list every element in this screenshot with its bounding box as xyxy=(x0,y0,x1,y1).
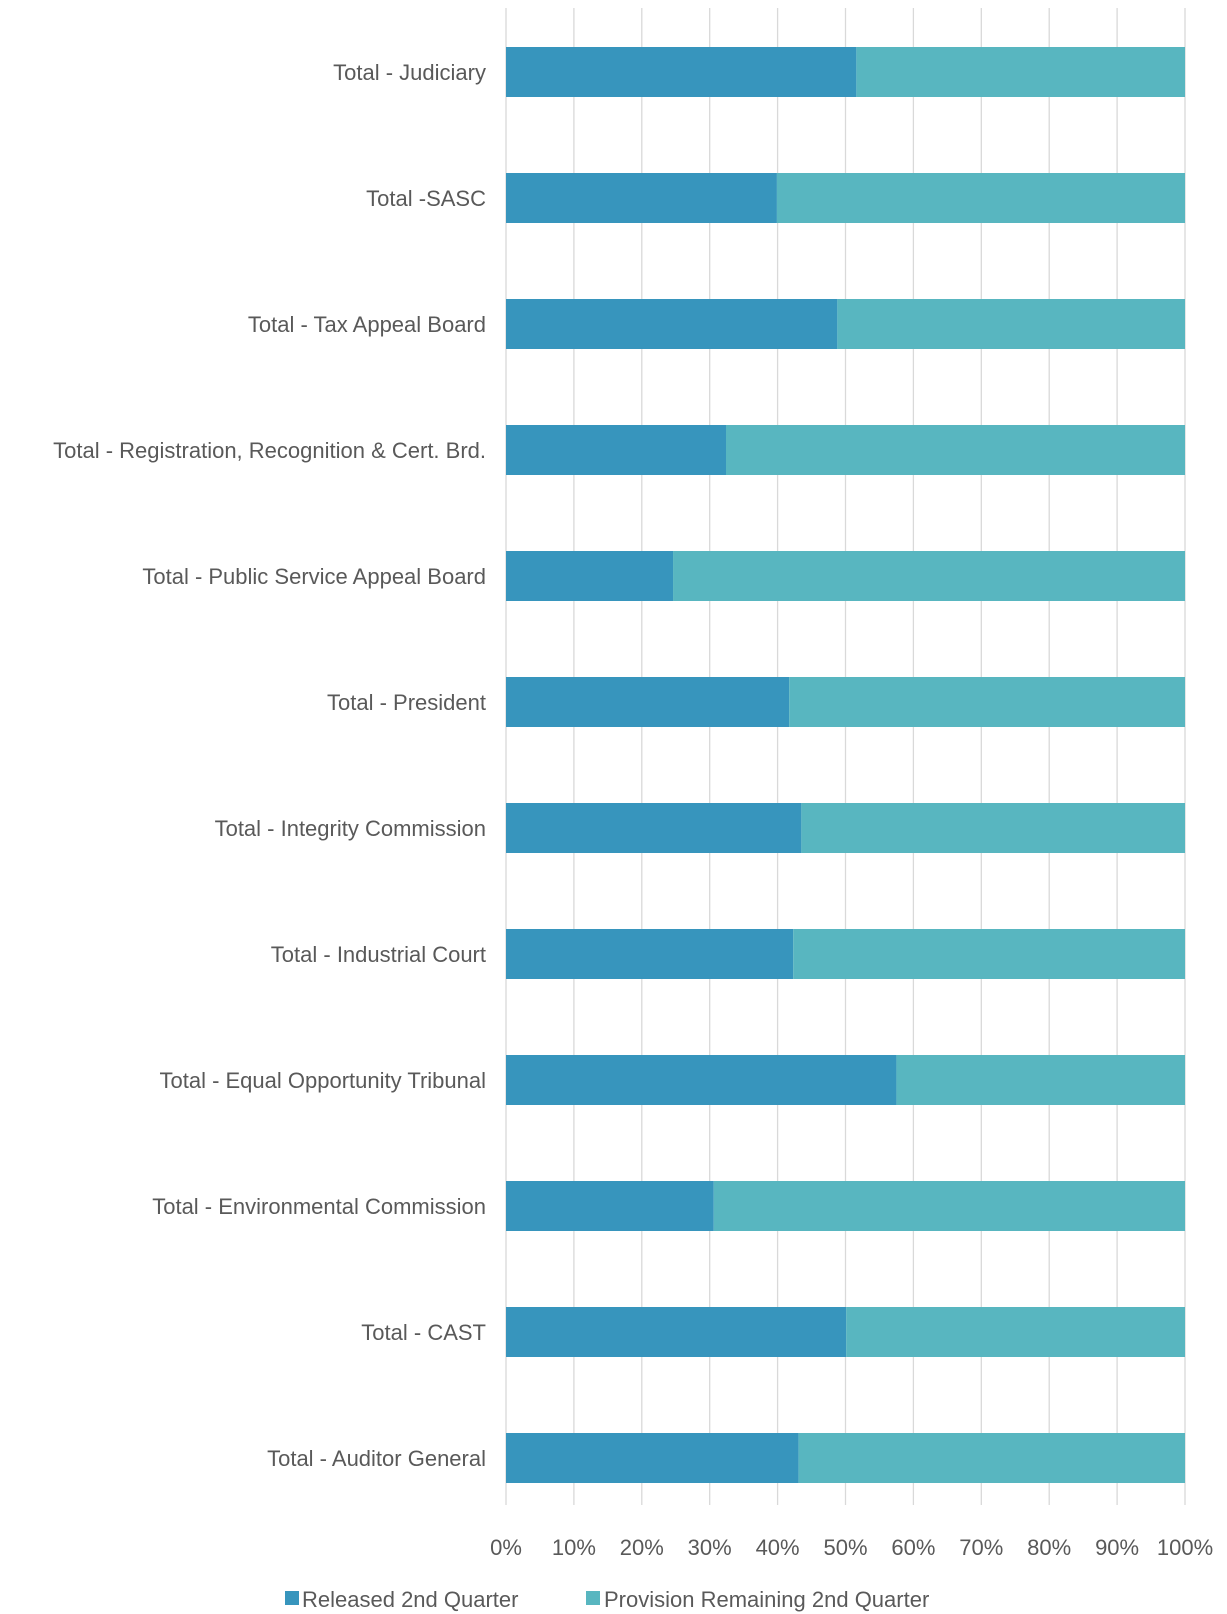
category-label: Total - CAST xyxy=(361,1320,486,1345)
category-label: Total - Environmental Commission xyxy=(152,1194,486,1219)
bar-released xyxy=(506,1055,897,1105)
category-label: Total - Industrial Court xyxy=(271,942,486,967)
category-label: Total - Equal Opportunity Tribunal xyxy=(159,1068,486,1093)
bar-provision-remaining xyxy=(896,1055,1185,1105)
category-label: Total - Tax Appeal Board xyxy=(248,312,486,337)
x-tick-label: 10% xyxy=(552,1535,596,1560)
x-tick-label: 60% xyxy=(891,1535,935,1560)
x-tick-label: 0% xyxy=(490,1535,522,1560)
bar-released xyxy=(506,929,794,979)
bar-provision-remaining xyxy=(856,47,1185,97)
x-tick-label: 100% xyxy=(1157,1535,1213,1560)
legend-label-released: Released 2nd Quarter xyxy=(302,1587,518,1612)
legend-swatch-released xyxy=(285,1591,299,1605)
category-label: Total - Registration, Recognition & Cert… xyxy=(53,438,486,463)
category-label: Total -SASC xyxy=(366,186,486,211)
x-tick-label: 50% xyxy=(823,1535,867,1560)
bars xyxy=(506,47,1185,1483)
bar-released xyxy=(506,677,790,727)
x-tick-labels: 0% 10% 20% 30% 40% 50% 60% 70% 80% 90% 100% xyxy=(490,1535,1213,1560)
legend-swatch-provision-remaining xyxy=(586,1591,600,1605)
bar-provision-remaining xyxy=(801,803,1185,853)
x-tick-label: 40% xyxy=(756,1535,800,1560)
bar-released xyxy=(506,173,777,223)
bar-released xyxy=(506,425,726,475)
bar-provision-remaining xyxy=(776,173,1185,223)
bar-provision-remaining xyxy=(713,1181,1185,1231)
gridlines xyxy=(505,8,1186,1505)
category-labels: Total - Judiciary Total -SASC Total - Tax … xyxy=(53,60,486,1471)
bar-released xyxy=(506,47,857,97)
category-label: Total - Public Service Appeal Board xyxy=(142,564,486,589)
bar-released xyxy=(506,551,674,601)
x-tick-label: 20% xyxy=(620,1535,664,1560)
bar-released xyxy=(506,1307,847,1357)
bar-provision-remaining xyxy=(793,929,1185,979)
legend-label-provision-remaining: Provision Remaining 2nd Quarter xyxy=(604,1587,929,1612)
bar-released xyxy=(506,1181,714,1231)
bar-provision-remaining xyxy=(673,551,1185,601)
bar-provision-remaining xyxy=(789,677,1185,727)
bar-released xyxy=(506,803,802,853)
category-label: Total - President xyxy=(327,690,486,715)
bar-provision-remaining xyxy=(846,1307,1185,1357)
category-label: Total - Judiciary xyxy=(333,60,486,85)
bar-provision-remaining xyxy=(798,1433,1185,1483)
category-label: Total - Auditor General xyxy=(267,1446,486,1471)
x-tick-label: 30% xyxy=(688,1535,732,1560)
bar-provision-remaining xyxy=(837,299,1185,349)
category-label: Total - Integrity Commission xyxy=(215,816,486,841)
bar-provision-remaining xyxy=(725,425,1185,475)
legend: Released 2nd Quarter Provision Remaining … xyxy=(285,1587,929,1612)
x-tick-label: 90% xyxy=(1095,1535,1139,1560)
x-tick-label: 70% xyxy=(959,1535,1003,1560)
bar-released xyxy=(506,1433,799,1483)
bar-released xyxy=(506,299,838,349)
x-tick-label: 80% xyxy=(1027,1535,1071,1560)
